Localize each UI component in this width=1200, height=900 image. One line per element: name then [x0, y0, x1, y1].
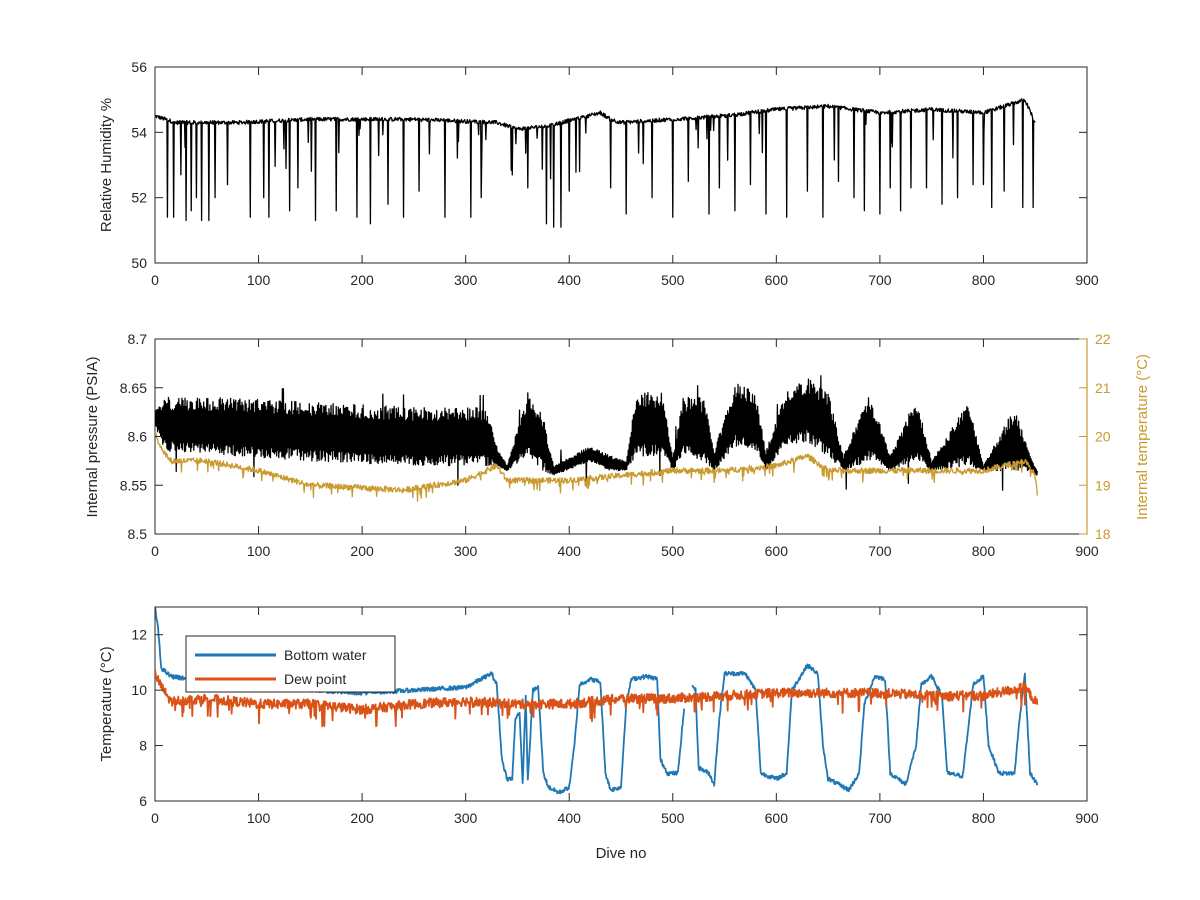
- humidity-y-tick-label: 52: [131, 190, 147, 206]
- pressure-x-tick-label: 200: [350, 543, 374, 559]
- pressure-x-tick-label: 300: [454, 543, 478, 559]
- humidity-y-tick-label: 56: [131, 59, 147, 75]
- temperature-right-y-tick-label: 22: [1095, 331, 1111, 347]
- temperature-x-tick-label: 100: [247, 810, 271, 826]
- temperature-y-ticks: 6 8 10 12: [131, 627, 1087, 809]
- temperature-right-y-tick-label: 18: [1095, 526, 1111, 542]
- humidity-x-tick-label: 100: [247, 272, 271, 288]
- temperature-y-tick-label: 8: [139, 738, 147, 754]
- pressure-y-tick-label: 8.6: [128, 429, 148, 445]
- humidity-plot-area: [154, 66, 1088, 264]
- pressure-x-tick-label: 400: [558, 543, 582, 559]
- temperature-x-tick-label: 800: [972, 810, 996, 826]
- temperature-x-tick-label: 600: [765, 810, 789, 826]
- pressure-y-axis-label: Internal pressure (PSIA): [84, 357, 101, 518]
- humidity-series-0-line: [155, 98, 1036, 228]
- humidity-x-ticks: 0 100 200 300 400 500 600 700 800 900: [151, 67, 1099, 288]
- pressure-y-ticks: 8.5 8.55 8.6 8.65 8.7: [120, 331, 163, 542]
- temperature-right-y-ticks: 18 19 20 21 22: [1079, 331, 1111, 542]
- humidity-y-tick-label: 50: [131, 255, 147, 271]
- pressure-x-tick-label: 600: [765, 543, 789, 559]
- legend-label-bottom-water: Bottom water: [284, 647, 367, 663]
- pressure-x-tick-label: 500: [661, 543, 685, 559]
- pressure-x-tick-label: 800: [972, 543, 996, 559]
- temperature-y-tick-label: 10: [131, 682, 147, 698]
- temperature-right-y-tick-label: 19: [1095, 477, 1111, 493]
- temperature-x-ticks: 0 100 200 300 400 500 600 700 800 900: [151, 607, 1099, 826]
- humidity-x-tick-label: 600: [765, 272, 789, 288]
- legend-box: [185, 635, 396, 693]
- humidity-x-tick-label: 400: [558, 272, 582, 288]
- temperature-y-tick-label: 6: [139, 793, 147, 809]
- temperature-x-tick-label: 500: [661, 810, 685, 826]
- temperature-panel: 0 100 200 300 400 500 600 700 800 900 6 8 10 12 Temp…: [98, 606, 1099, 862]
- temperature-x-tick-label: 700: [868, 810, 892, 826]
- pressure-panel: 0 100 200 300 400 500 600 700 800 900 8.58.558.68…: [84, 331, 1151, 559]
- temperature-x-tick-label: 200: [350, 810, 374, 826]
- temperature-y-axis-label: Temperature (°C): [98, 646, 115, 761]
- humidity-panel: 0 100 200 300 400 500 600 700 800 900 50 52 54 56 Re…: [98, 59, 1099, 288]
- humidity-x-tick-label: 500: [661, 272, 685, 288]
- pressure-series-layer: [155, 375, 1038, 502]
- humidity-y-axis-label: Relative Humidity %: [98, 98, 115, 232]
- dew-point-line: [155, 669, 1039, 728]
- temperature-right-y-tick-label: 21: [1095, 380, 1111, 396]
- pressure-series-1-line: [155, 431, 1038, 502]
- temperature-x-tick-label: 900: [1075, 810, 1099, 826]
- pressure-y-tick-label: 8.5: [128, 526, 148, 542]
- temperature-y-tick-label: 12: [131, 627, 147, 643]
- pressure-x-tick-label: 100: [247, 543, 271, 559]
- pressure-x-ticks: 0 100 200 300 400 500 600 700 800 900: [151, 339, 1099, 559]
- internal-temperature-y-axis-label: Internal temperature (°C): [1134, 354, 1151, 520]
- humidity-x-tick-label: 700: [868, 272, 892, 288]
- humidity-x-tick-label: 800: [972, 272, 996, 288]
- humidity-y-tick-label: 54: [131, 124, 147, 140]
- temperature-right-y-tick-label: 20: [1095, 429, 1111, 445]
- temperature-x-tick-label: 400: [558, 810, 582, 826]
- temperature-x-tick-label: 300: [454, 810, 478, 826]
- legend: Bottom water Dew point: [185, 635, 396, 693]
- humidity-x-tick-label: 300: [454, 272, 478, 288]
- pressure-series-0-line: [155, 375, 1038, 491]
- pressure-y-tick-label: 8.55: [120, 477, 147, 493]
- humidity-x-tick-label: 0: [151, 272, 159, 288]
- humidity-series-layer: [155, 98, 1036, 228]
- dive-no-x-axis-label: Dive no: [596, 845, 647, 862]
- pressure-x-tick-label: 700: [868, 543, 892, 559]
- humidity-x-tick-label: 200: [350, 272, 374, 288]
- pressure-x-tick-label: 900: [1075, 543, 1099, 559]
- pressure-x-tick-label: 0: [151, 543, 159, 559]
- temperature-x-tick-label: 0: [151, 810, 159, 826]
- pressure-y-tick-label: 8.7: [128, 331, 148, 347]
- legend-label-dew-point: Dew point: [284, 671, 346, 687]
- pressure-y-tick-label: 8.65: [120, 380, 147, 396]
- humidity-x-tick-label: 900: [1075, 272, 1099, 288]
- humidity-y-ticks: 50 52 54 56: [131, 59, 1087, 271]
